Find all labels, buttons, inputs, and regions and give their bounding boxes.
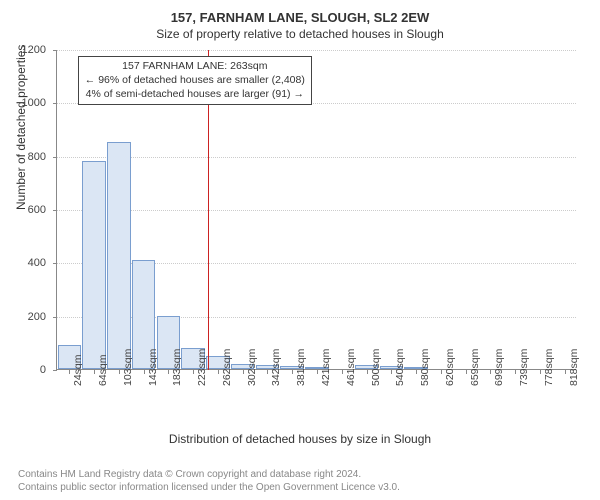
chart-title-main: 157, FARNHAM LANE, SLOUGH, SL2 2EW	[0, 0, 600, 25]
xtick-label: 739sqm	[518, 349, 530, 386]
xtick-mark	[466, 370, 467, 374]
xtick-mark	[144, 370, 145, 374]
xtick-mark	[193, 370, 194, 374]
xtick-label: 620sqm	[444, 349, 456, 386]
footer-line1: Contains HM Land Registry data © Crown c…	[18, 468, 400, 481]
xtick-mark	[391, 370, 392, 374]
annotation-line1: 157 FARNHAM LANE: 263sqm	[85, 60, 305, 74]
ytick-mark	[53, 210, 57, 211]
xtick-label: 699sqm	[493, 349, 505, 386]
ytick-mark	[53, 157, 57, 158]
ytick-label: 0	[0, 364, 46, 376]
ytick-label: 1200	[0, 44, 46, 56]
ytick-label: 600	[0, 204, 46, 216]
footer-attribution: Contains HM Land Registry data © Crown c…	[18, 468, 400, 494]
xtick-mark	[292, 370, 293, 374]
annotation-line2: ← 96% of detached houses are smaller (2,…	[85, 74, 305, 88]
footer-line2: Contains public sector information licen…	[18, 481, 400, 494]
xtick-mark	[441, 370, 442, 374]
gridline	[57, 157, 576, 158]
chart-title-sub: Size of property relative to detached ho…	[0, 25, 600, 41]
ytick-mark	[53, 50, 57, 51]
xtick-label: 580sqm	[419, 349, 431, 386]
xtick-mark	[69, 370, 70, 374]
xtick-label: 818sqm	[568, 349, 580, 386]
xtick-mark	[367, 370, 368, 374]
histogram-bar	[107, 142, 131, 369]
xtick-mark	[119, 370, 120, 374]
xtick-label: 778sqm	[543, 349, 555, 386]
ytick-mark	[53, 103, 57, 104]
gridline	[57, 210, 576, 211]
ytick-label: 400	[0, 257, 46, 269]
x-axis-label: Distribution of detached houses by size …	[0, 432, 600, 446]
plot-area: 24sqm64sqm103sqm143sqm183sqm223sqm262sqm…	[56, 50, 576, 370]
xtick-mark	[317, 370, 318, 374]
xtick-mark	[565, 370, 566, 374]
xtick-label: 421sqm	[320, 349, 332, 386]
ytick-mark	[53, 317, 57, 318]
histogram-bar	[82, 161, 106, 369]
xtick-label: 659sqm	[469, 349, 481, 386]
xtick-mark	[515, 370, 516, 374]
ytick-mark	[53, 370, 57, 371]
xtick-mark	[416, 370, 417, 374]
annotation-line3: 4% of semi-detached houses are larger (9…	[85, 88, 305, 102]
ytick-mark	[53, 263, 57, 264]
xtick-mark	[342, 370, 343, 374]
ytick-label: 200	[0, 311, 46, 323]
xtick-mark	[267, 370, 268, 374]
ytick-label: 800	[0, 151, 46, 163]
gridline	[57, 50, 576, 51]
xtick-mark	[218, 370, 219, 374]
xtick-mark	[94, 370, 95, 374]
chart-container: 24sqm64sqm103sqm143sqm183sqm223sqm262sqm…	[56, 50, 576, 410]
xtick-mark	[243, 370, 244, 374]
ytick-label: 1000	[0, 97, 46, 109]
xtick-mark	[168, 370, 169, 374]
xtick-mark	[540, 370, 541, 374]
xtick-mark	[490, 370, 491, 374]
y-axis-label: Number of detached properties	[14, 45, 28, 210]
annotation-box: 157 FARNHAM LANE: 263sqm← 96% of detache…	[78, 56, 312, 105]
